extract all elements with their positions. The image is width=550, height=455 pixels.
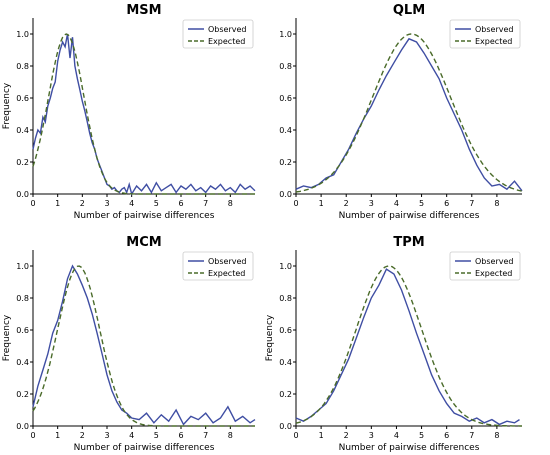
legend-observed-label: Observed: [208, 25, 247, 34]
y-tick-label: 0.0: [279, 190, 292, 199]
x-tick-label: 4: [129, 199, 134, 208]
x-tick-label: 7: [203, 431, 208, 440]
legend-observed-label: Observed: [475, 25, 514, 34]
x-tick-label: 2: [344, 199, 349, 208]
expected-line: [295, 265, 522, 427]
x-tick-label: 8: [494, 431, 499, 440]
y-tick-label: 0.2: [16, 158, 29, 167]
expected-line: [32, 265, 255, 427]
legend-observed-label: Observed: [208, 257, 247, 266]
y-tick-label: 0.4: [279, 126, 292, 135]
x-tick-label: 4: [394, 431, 399, 440]
y-tick-label: 0.8: [16, 294, 29, 303]
expected-line: [295, 33, 523, 193]
y-tick-label: 0.0: [279, 422, 292, 431]
y-tick-label: 1.0: [16, 262, 29, 271]
x-tick-label: 8: [228, 199, 233, 208]
x-tick-label: 3: [369, 199, 374, 208]
x-tick-label: 8: [494, 199, 499, 208]
panel-tpm: TPM Number of pairwise differences Frequ…: [265, 235, 522, 453]
panel-title: TPM: [393, 235, 424, 250]
y-axis-label: Frequency: [2, 82, 12, 129]
x-tick-label: 6: [178, 199, 183, 208]
x-tick-label: 1: [55, 199, 60, 208]
x-tick-label: 3: [369, 431, 374, 440]
x-tick-label: 2: [80, 199, 85, 208]
x-tick-label: 4: [394, 199, 399, 208]
y-tick-label: 1.0: [16, 30, 29, 39]
observed-line: [32, 264, 256, 426]
y-tick-label: 0.2: [16, 390, 29, 399]
y-tick-label: 0.4: [279, 358, 292, 367]
x-tick-label: 0: [293, 199, 298, 208]
y-tick-label: 0.8: [279, 294, 292, 303]
x-tick-label: 0: [30, 431, 35, 440]
legend-expected-label: Expected: [475, 37, 512, 46]
y-tick-label: 0.4: [16, 126, 29, 135]
y-tick-label: 0.6: [16, 94, 29, 103]
panel-qlm: QLM Number of pairwise differences 0 1 2 3 4…: [279, 3, 523, 221]
x-tick-label: 7: [469, 431, 474, 440]
x-tick-label: 2: [344, 431, 349, 440]
legend-observed-label: Observed: [475, 257, 514, 266]
x-axis-label: Number of pairwise differences: [74, 211, 215, 221]
x-axis-label: Number of pairwise differences: [339, 443, 480, 453]
x-tick-label: 5: [154, 431, 159, 440]
x-tick-label: 2: [80, 431, 85, 440]
y-tick-label: 0.8: [16, 62, 29, 71]
y-tick-label: 0.4: [16, 358, 29, 367]
legend-expected-label: Expected: [208, 269, 245, 278]
x-tick-label: 3: [104, 431, 109, 440]
x-tick-label: 6: [444, 431, 449, 440]
x-tick-label: 7: [203, 199, 208, 208]
x-tick-label: 0: [293, 431, 298, 440]
x-tick-label: 5: [419, 199, 424, 208]
panel-msm: MSM Number of pairwise differences Frequ…: [2, 3, 256, 221]
legend-expected-label: Expected: [208, 37, 245, 46]
y-tick-label: 0.6: [279, 94, 292, 103]
y-tick-label: 0.8: [279, 62, 292, 71]
x-axis-label: Number of pairwise differences: [74, 443, 215, 453]
x-tick-label: 6: [178, 431, 183, 440]
y-tick-label: 1.0: [279, 262, 292, 271]
y-tick-label: 0.2: [279, 158, 292, 167]
x-tick-label: 3: [104, 199, 109, 208]
observed-line: [32, 33, 256, 196]
x-axis-label: Number of pairwise differences: [339, 211, 480, 221]
legend-expected-label: Expected: [475, 269, 512, 278]
x-tick-label: 1: [319, 431, 324, 440]
x-tick-label: 6: [444, 199, 449, 208]
expected-line: [32, 33, 255, 195]
y-tick-label: 0.6: [279, 326, 292, 335]
x-tick-label: 7: [469, 199, 474, 208]
x-tick-label: 1: [319, 199, 324, 208]
x-tick-label: 0: [30, 199, 35, 208]
x-tick-label: 4: [129, 431, 134, 440]
y-tick-label: 0.6: [16, 326, 29, 335]
y-tick-label: 0.2: [279, 390, 292, 399]
x-tick-label: 5: [419, 431, 424, 440]
x-tick-label: 1: [55, 431, 60, 440]
y-tick-label: 0.0: [16, 422, 29, 431]
panel-title: MSM: [126, 3, 161, 18]
x-tick-label: 5: [154, 199, 159, 208]
observed-line: [295, 37, 523, 192]
x-tick-label: 8: [228, 431, 233, 440]
observed-line: [295, 268, 520, 426]
y-axis-label: Frequency: [2, 314, 12, 361]
y-axis-label: Frequency: [265, 314, 275, 361]
panel-title: MCM: [126, 235, 161, 250]
panel-title: QLM: [393, 3, 425, 18]
y-tick-label: 1.0: [279, 30, 292, 39]
y-tick-label: 0.0: [16, 190, 29, 199]
panel-mcm: MCM Number of pairwise differences Frequ…: [2, 235, 256, 453]
